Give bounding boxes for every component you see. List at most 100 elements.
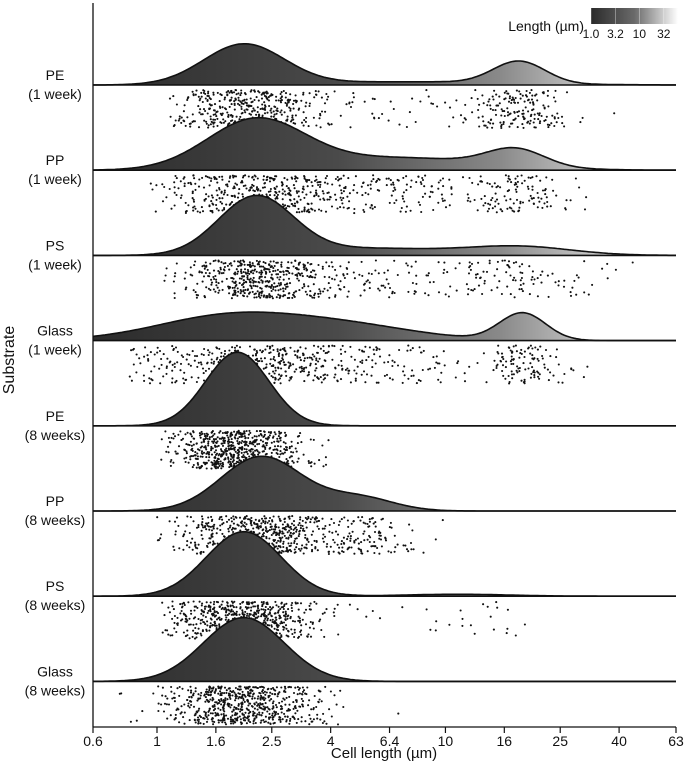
data-point — [285, 627, 288, 630]
data-point — [229, 610, 232, 613]
data-point — [284, 612, 287, 615]
data-point — [285, 537, 288, 540]
data-point — [292, 532, 295, 535]
data-point — [268, 194, 272, 197]
data-point — [501, 364, 505, 367]
data-point — [586, 365, 589, 368]
data-point — [220, 703, 223, 706]
data-point — [279, 450, 282, 453]
data-point — [263, 699, 266, 702]
data-point — [230, 103, 233, 106]
data-point — [537, 118, 540, 121]
data-point — [298, 617, 301, 620]
data-point — [252, 605, 255, 608]
data-point — [403, 374, 406, 377]
data-point — [220, 272, 223, 275]
data-point — [241, 439, 244, 443]
data-point — [262, 367, 265, 370]
data-point — [280, 602, 283, 605]
data-point — [537, 375, 540, 378]
data-point — [257, 99, 260, 102]
data-point — [227, 115, 230, 118]
data-point — [505, 199, 508, 202]
data-point — [255, 113, 258, 116]
data-point — [538, 112, 541, 115]
data-point — [376, 546, 379, 550]
data-point — [230, 704, 233, 707]
data-point — [261, 92, 264, 95]
data-point — [325, 174, 329, 178]
data-point — [194, 260, 197, 263]
data-point — [397, 712, 400, 715]
data-point — [268, 519, 271, 523]
data-point — [264, 272, 268, 275]
data-point — [402, 370, 405, 373]
data-point — [334, 294, 337, 297]
data-point — [262, 444, 265, 447]
data-point — [173, 435, 177, 438]
data-point — [527, 367, 530, 370]
data-point — [173, 186, 176, 189]
data-point — [272, 515, 275, 518]
data-point — [280, 263, 283, 266]
data-point — [313, 600, 316, 603]
data-point — [207, 287, 210, 290]
data-point — [204, 446, 207, 449]
data-point — [512, 202, 515, 205]
data-point — [241, 99, 244, 102]
data-point — [290, 606, 293, 610]
data-point — [210, 278, 213, 281]
data-point — [229, 175, 232, 178]
data-point — [253, 293, 256, 296]
data-point — [227, 518, 231, 521]
data-point — [199, 455, 202, 458]
data-point — [207, 542, 210, 545]
data-point — [401, 381, 404, 384]
data-point — [302, 368, 305, 371]
data-point — [241, 611, 244, 614]
data-point — [541, 354, 544, 358]
data-point — [534, 126, 537, 129]
data-point — [183, 104, 186, 107]
data-point — [256, 285, 259, 288]
data-point — [506, 111, 510, 114]
data-point — [274, 366, 277, 369]
data-point — [424, 192, 427, 195]
data-point — [276, 107, 279, 110]
data-point — [303, 529, 306, 533]
data-point — [206, 624, 209, 627]
data-point — [249, 431, 252, 434]
data-point — [174, 346, 178, 349]
data-point — [290, 542, 293, 545]
data-point — [296, 191, 299, 194]
data-point — [272, 448, 275, 451]
data-point — [221, 209, 224, 212]
data-point — [197, 693, 200, 696]
data-point — [324, 110, 327, 113]
data-point — [340, 352, 343, 355]
data-point — [352, 92, 355, 95]
row-label-name: PS — [46, 237, 65, 253]
data-point — [270, 295, 274, 298]
data-point — [373, 551, 376, 555]
data-point — [366, 550, 369, 553]
data-point — [235, 432, 238, 435]
data-point — [283, 614, 286, 617]
data-point — [304, 536, 307, 539]
data-point — [213, 611, 216, 614]
data-point — [334, 177, 337, 181]
data-point — [242, 289, 245, 292]
data-point — [500, 352, 504, 355]
data-point — [188, 637, 191, 640]
data-point — [295, 190, 298, 193]
data-point — [245, 104, 248, 107]
data-point — [179, 430, 182, 433]
data-point — [561, 122, 564, 125]
data-point — [408, 523, 411, 526]
data-point — [384, 536, 387, 539]
data-point — [383, 374, 386, 377]
data-point — [372, 174, 375, 177]
data-point — [217, 282, 220, 285]
data-point — [192, 623, 195, 626]
data-point — [185, 378, 188, 381]
